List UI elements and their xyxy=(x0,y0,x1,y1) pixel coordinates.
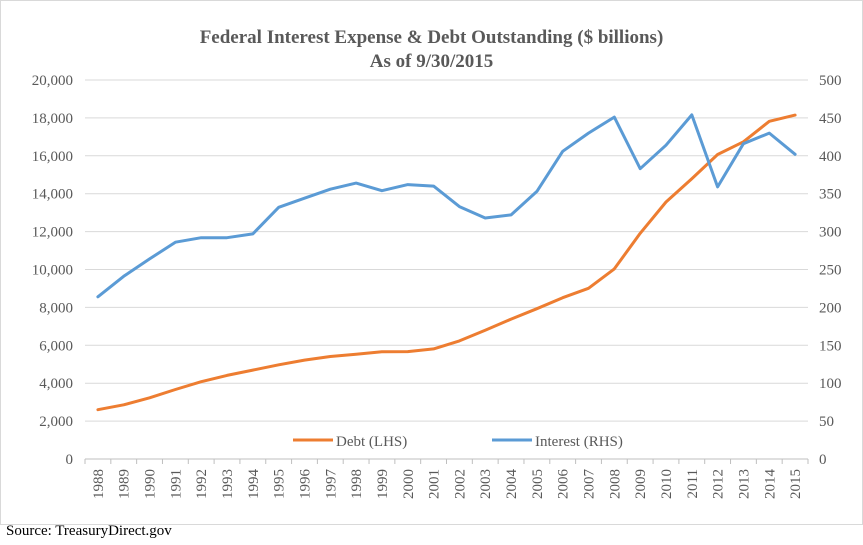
x-tick-label: 2014 xyxy=(762,469,778,500)
x-tick-label: 2000 xyxy=(401,469,417,499)
chart-plot: 0 2,000 4,000 6,000 8,000 10,000 12,000 14,000 1… xyxy=(32,73,842,500)
y-right-tick-label: 350 xyxy=(819,187,842,203)
y-left-tick-label: 0 xyxy=(66,452,74,468)
x-tick-label: 2011 xyxy=(685,469,701,498)
y-left-tick-label: 10,000 xyxy=(32,263,73,279)
series-line-interest xyxy=(96,113,797,299)
legend-label-debt: Debt (LHS) xyxy=(336,434,407,450)
y-right-tick-label: 400 xyxy=(819,149,842,165)
x-tick-label: 2010 xyxy=(659,469,675,499)
x-tick-label: 2003 xyxy=(478,469,494,499)
x-tick-label: 1997 xyxy=(323,469,339,500)
y-right-tick-label: 300 xyxy=(819,225,842,241)
x-tick-label: 2004 xyxy=(504,469,520,500)
x-tick-label: 1992 xyxy=(194,469,210,499)
y-right-tick-label: 250 xyxy=(819,263,842,279)
series-line-debt xyxy=(96,113,797,412)
legend-label-interest: Interest (RHS) xyxy=(535,434,623,450)
x-tick-label: 2013 xyxy=(736,469,752,499)
y-left-tick-label: 8,000 xyxy=(39,300,73,316)
x-tick-label: 1995 xyxy=(272,469,288,499)
chart-title: Federal Interest Expense & Debt Outstand… xyxy=(199,27,664,48)
x-tick-label: 1993 xyxy=(220,469,236,499)
x-tick-label: 2007 xyxy=(582,469,598,500)
x-tick-label: 1989 xyxy=(117,469,133,499)
y-left-tick-label: 14,000 xyxy=(32,187,73,203)
x-tick-label: 1994 xyxy=(246,469,262,500)
x-tick-label: 1999 xyxy=(375,469,391,499)
x-tick-label: 2002 xyxy=(452,469,468,499)
x-tick-label: 1991 xyxy=(168,469,184,499)
x-tick-label: 2008 xyxy=(607,469,623,499)
y-right-tick-label: 0 xyxy=(819,452,827,468)
source-note: Source: TreasuryDirect.gov xyxy=(6,523,172,539)
x-tick-label: 1988 xyxy=(91,469,107,499)
y-left-tick-label: 4,000 xyxy=(39,376,73,392)
y-right-tick-label: 150 xyxy=(819,338,842,354)
y-left-tick-label: 2,000 xyxy=(39,414,73,430)
y-right-tick-label: 100 xyxy=(819,376,842,392)
y-left-tick-label: 20,000 xyxy=(32,73,73,89)
x-tick-label: 2009 xyxy=(633,469,649,499)
y-left-tick-label: 16,000 xyxy=(32,149,73,165)
x-tick-label: 1998 xyxy=(349,469,365,499)
x-tick-label: 1996 xyxy=(297,469,313,500)
x-tick-label: 2015 xyxy=(788,469,804,499)
y-left-tick-label: 18,000 xyxy=(32,111,73,127)
y-right-tick-label: 50 xyxy=(819,414,834,430)
y-right-tick-label: 500 xyxy=(819,73,842,89)
y-left-tick-label: 12,000 xyxy=(32,225,73,241)
y-left-tick-label: 6,000 xyxy=(39,338,73,354)
x-tick-label: 2012 xyxy=(711,469,727,499)
x-tick-label: 2001 xyxy=(427,469,443,499)
chart-subtitle: As of 9/30/2015 xyxy=(369,51,494,72)
x-tick-label: 2006 xyxy=(556,469,572,500)
x-tick-label: 1990 xyxy=(143,469,159,499)
y-right-tick-label: 450 xyxy=(819,111,842,127)
y-right-tick-label: 200 xyxy=(819,300,842,316)
x-tick-label: 2005 xyxy=(530,469,546,499)
